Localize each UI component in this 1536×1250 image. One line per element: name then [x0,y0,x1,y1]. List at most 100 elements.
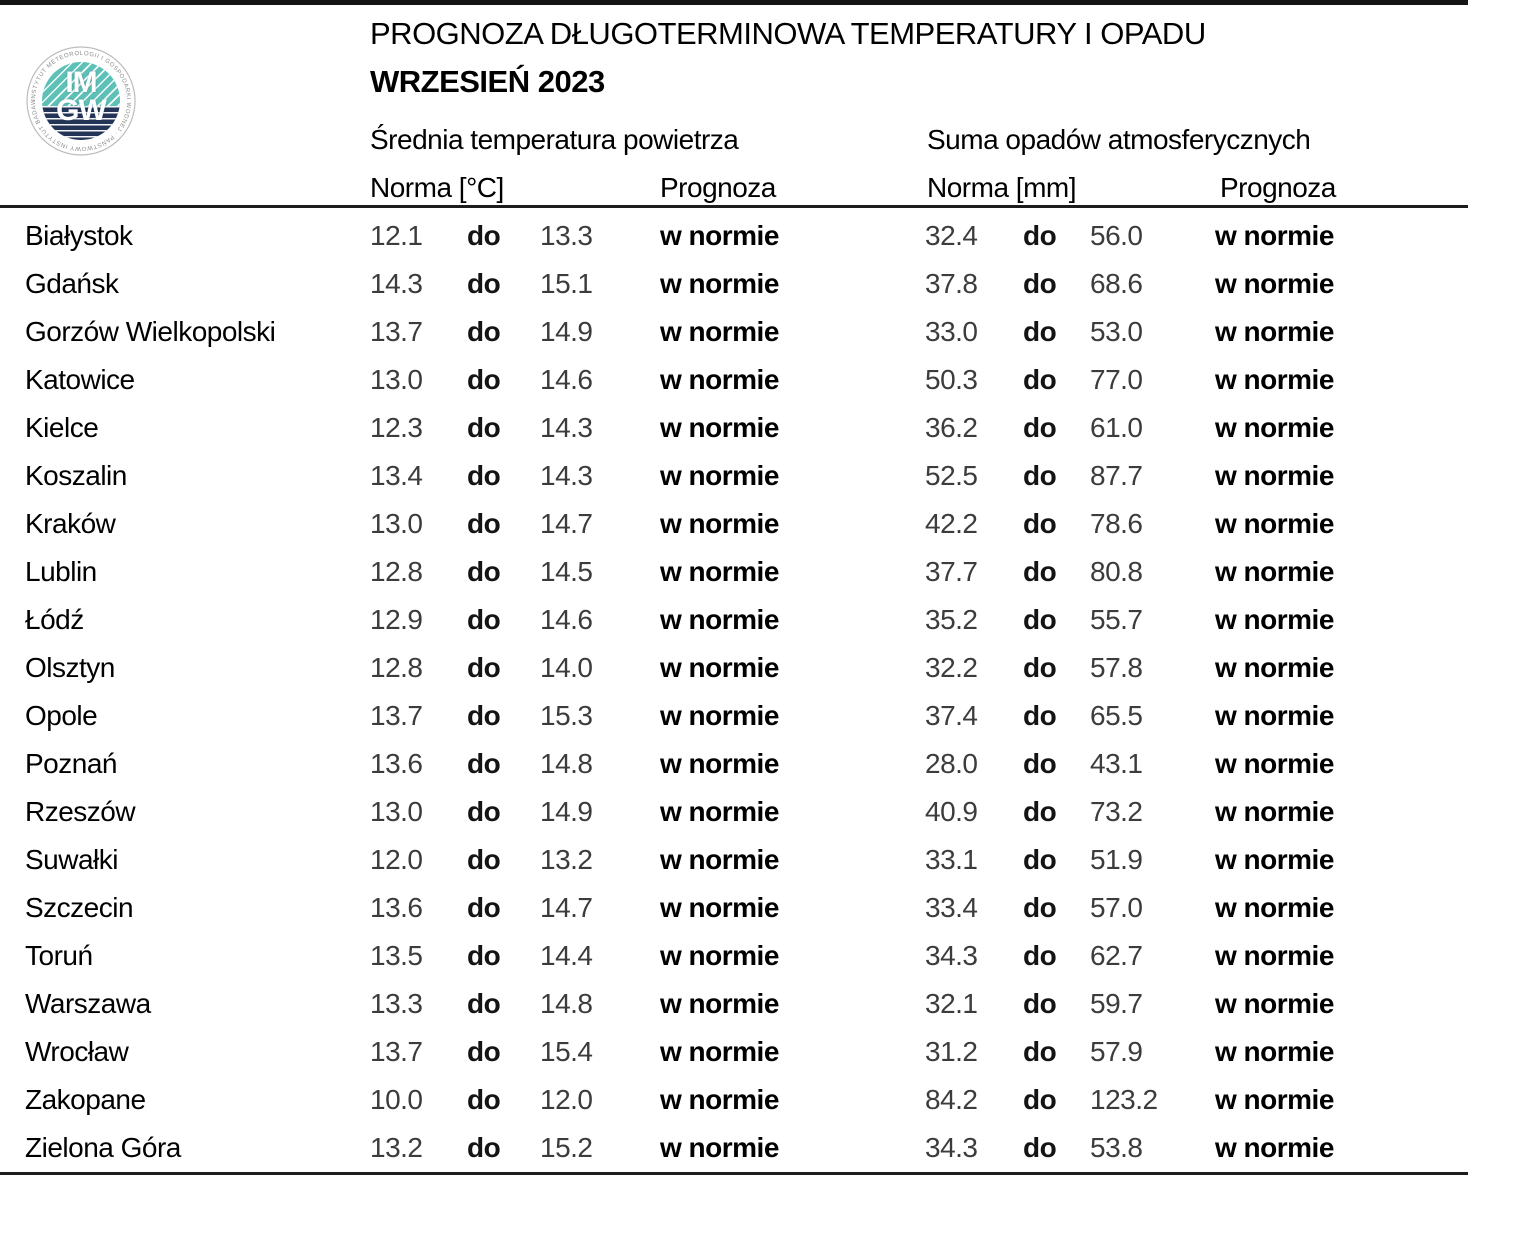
temp-forecast-cell: w normie [660,748,779,779]
temp-range-separator: do [467,364,501,395]
temp-forecast-cell: w normie [660,1036,779,1067]
precip-max-cell: 62.7 [1090,940,1143,971]
precip-min-cell: 28.0 [925,748,978,779]
temp-forecast-cell: w normie [660,412,779,443]
city-cell: Opole [25,700,98,731]
precip-range-separator: do [1023,460,1057,491]
precip-forecast-cell: w normie [1215,556,1334,587]
precip-max-cell: 53.8 [1090,1132,1143,1163]
city-cell: Suwałki [25,844,118,875]
precip-forecast-cell: w normie [1215,940,1334,971]
precip-max-cell: 53.0 [1090,316,1143,347]
table-row: Olsztyn 12.8 do 14.0 w normie 32.2 do 57… [0,644,1468,692]
table-row: Gdańsk 14.3 do 15.1 w normie 37.8 do 68.… [0,260,1468,308]
precip-range-separator: do [1023,604,1057,635]
precip-forecast-cell: w normie [1215,268,1334,299]
precip-min-cell: 50.3 [925,364,978,395]
temp-max-cell: 14.6 [540,364,593,395]
group-header-precipitation: Suma opadów atmosferycznych [927,124,1311,155]
temp-forecast-cell: w normie [660,940,779,971]
table-row: Białystok 12.1 do 13.3 w normie 32.4 do … [0,212,1468,260]
temp-forecast-cell: w normie [660,796,779,827]
temp-min-cell: 13.2 [370,1132,423,1163]
precip-forecast-cell: w normie [1215,748,1334,779]
precip-min-cell: 33.4 [925,892,978,923]
temp-range-separator: do [467,316,501,347]
city-cell: Łódź [25,604,84,635]
table-row: Lublin 12.8 do 14.5 w normie 37.7 do 80.… [0,548,1468,596]
precip-range-separator: do [1023,220,1057,251]
precip-max-cell: 56.0 [1090,220,1143,251]
temp-range-separator: do [467,748,501,779]
precip-max-cell: 68.6 [1090,268,1143,299]
city-cell: Koszalin [25,460,127,491]
table-row: Warszawa 13.3 do 14.8 w normie 32.1 do 5… [0,980,1468,1028]
precip-min-cell: 31.2 [925,1036,978,1067]
temp-min-cell: 13.0 [370,508,423,539]
precip-max-cell: 77.0 [1090,364,1143,395]
temp-max-cell: 14.7 [540,892,593,923]
precip-range-separator: do [1023,892,1057,923]
precip-range-separator: do [1023,652,1057,683]
temp-max-cell: 14.3 [540,412,593,443]
city-cell: Poznań [25,748,117,779]
temp-range-separator: do [467,268,501,299]
temp-forecast-cell: w normie [660,844,779,875]
precip-range-separator: do [1023,556,1057,587]
top-rule [0,0,1468,5]
temp-forecast-cell: w normie [660,604,779,635]
table-row: Gorzów Wielkopolski 13.7 do 14.9 w normi… [0,308,1468,356]
temp-max-cell: 12.0 [540,1084,593,1115]
temp-max-cell: 14.7 [540,508,593,539]
precip-forecast-cell: w normie [1215,1084,1334,1115]
logo-text-im: IM [65,66,97,99]
table-body: Białystok 12.1 do 13.3 w normie 32.4 do … [0,212,1468,1172]
precip-min-cell: 32.4 [925,220,978,251]
precip-forecast-cell: w normie [1215,988,1334,1019]
temp-forecast-cell: w normie [660,700,779,731]
temp-min-cell: 12.0 [370,844,423,875]
logo-disc [42,62,120,140]
table-row: Szczecin 13.6 do 14.7 w normie 33.4 do 5… [0,884,1468,932]
temp-forecast-cell: w normie [660,508,779,539]
temp-forecast-cell: w normie [660,268,779,299]
temp-range-separator: do [467,556,501,587]
temp-min-cell: 13.0 [370,364,423,395]
temp-range-separator: do [467,460,501,491]
precip-range-separator: do [1023,1132,1057,1163]
logo-teal-stripes [42,62,120,107]
precip-forecast-cell: w normie [1215,316,1334,347]
temp-forecast-cell: w normie [660,1132,779,1163]
precip-range-separator: do [1023,940,1057,971]
temp-forecast-cell: w normie [660,988,779,1019]
table-row: Kraków 13.0 do 14.7 w normie 42.2 do 78.… [0,500,1468,548]
precip-range-separator: do [1023,748,1057,779]
page-subtitle-month: WRZESIEŃ 2023 [370,64,605,99]
temp-forecast-cell: w normie [660,652,779,683]
temp-min-cell: 13.5 [370,940,423,971]
precip-max-cell: 59.7 [1090,988,1143,1019]
temp-max-cell: 14.9 [540,316,593,347]
precip-forecast-cell: w normie [1215,220,1334,251]
city-cell: Zielona Góra [25,1132,181,1163]
precip-max-cell: 57.0 [1090,892,1143,923]
precip-range-separator: do [1023,268,1057,299]
city-cell: Lublin [25,556,97,587]
precip-max-cell: 73.2 [1090,796,1143,827]
precip-max-cell: 55.7 [1090,604,1143,635]
page-title: PROGNOZA DŁUGOTERMINOWA TEMPERATURY I OP… [370,16,1206,51]
group-header-temperature: Średnia temperatura powietrza [370,124,739,155]
temp-range-separator: do [467,220,501,251]
precip-forecast-cell: w normie [1215,1132,1334,1163]
temp-max-cell: 14.0 [540,652,593,683]
city-cell: Warszawa [25,988,151,1019]
precip-forecast-cell: w normie [1215,1036,1334,1067]
city-cell: Kraków [25,508,116,539]
precip-range-separator: do [1023,508,1057,539]
city-cell: Gorzów Wielkopolski [25,316,276,347]
temp-max-cell: 13.2 [540,844,593,875]
temp-range-separator: do [467,1036,501,1067]
precip-forecast-cell: w normie [1215,460,1334,491]
imgw-logo: INSTYTUT METEOROLOGII I GOSPODARKI WODNE… [26,46,136,156]
temp-min-cell: 13.6 [370,892,423,923]
